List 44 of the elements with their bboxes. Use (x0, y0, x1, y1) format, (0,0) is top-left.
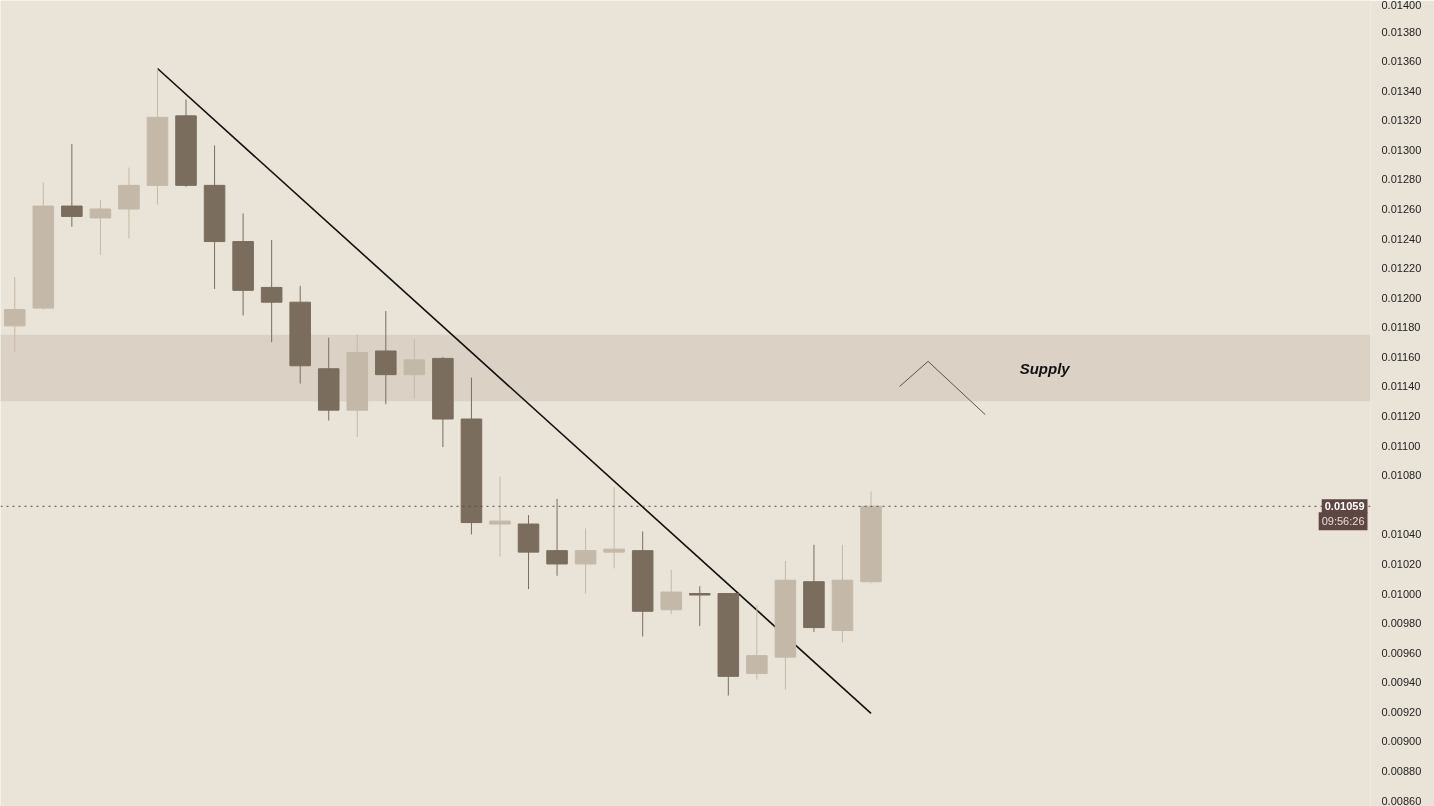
candlestick (89, 199, 112, 256)
candlestick (603, 486, 625, 569)
candlestick (375, 310, 397, 405)
y-tick-label: 0.00940 (1381, 676, 1422, 689)
candlestick (546, 498, 568, 577)
y-tick-label: 0.01040 (1381, 528, 1422, 541)
y-tick-label: 0.00960 (1381, 646, 1422, 659)
y-tick-label: 0.01260 (1381, 203, 1422, 216)
y-tick-label: 0.01180 (1381, 321, 1421, 334)
candlestick (403, 338, 426, 399)
y-tick-label: 0.01340 (1381, 84, 1422, 97)
y-tick-label: 0.01300 (1381, 143, 1422, 156)
candlestick (61, 143, 83, 228)
y-tick-label: 0.00900 (1381, 735, 1422, 748)
y-tick-label: 0.01000 (1381, 587, 1422, 600)
y-tick-label: 0.01320 (1381, 114, 1422, 127)
candlestick (260, 239, 283, 343)
candlestick (746, 604, 768, 680)
candlestick (689, 585, 711, 627)
y-tick-label: 0.01360 (1381, 55, 1422, 68)
candlestick (489, 476, 511, 558)
y-tick-label: 0.01140 (1381, 380, 1421, 393)
y-tick-label: 0.01080 (1381, 469, 1422, 482)
candlestick (4, 276, 26, 353)
y-tick-label: 0.01220 (1381, 262, 1422, 275)
y-tick-label: 0.01120 (1381, 410, 1421, 423)
y-tick-label: 0.00880 (1381, 765, 1422, 778)
y-tick-label: 0.01400 (1381, 0, 1422, 11)
y-tick-label: 0.01280 (1381, 173, 1422, 186)
candlestick (574, 527, 597, 595)
band-label: Supply (1019, 359, 1071, 377)
y-tick-label: 0.01020 (1381, 557, 1422, 570)
ref-line-label: 0.01059 (1324, 500, 1365, 513)
y-tick-label: 0.00980 (1381, 617, 1422, 630)
y-tick-label: 0.01240 (1381, 232, 1422, 245)
y-tick-label: 0.01380 (1381, 25, 1422, 38)
annotation: 09:56:26 (1321, 515, 1365, 528)
y-tick-label: 0.01200 (1381, 291, 1422, 304)
y-tick-label: 0.01160 (1381, 350, 1421, 363)
y-tick-label: 0.00860 (1381, 794, 1422, 806)
candlestick (660, 569, 682, 615)
y-tick-label: 0.01100 (1381, 439, 1421, 452)
candlestick (118, 167, 140, 240)
y-tick-label: 0.00920 (1381, 705, 1422, 718)
